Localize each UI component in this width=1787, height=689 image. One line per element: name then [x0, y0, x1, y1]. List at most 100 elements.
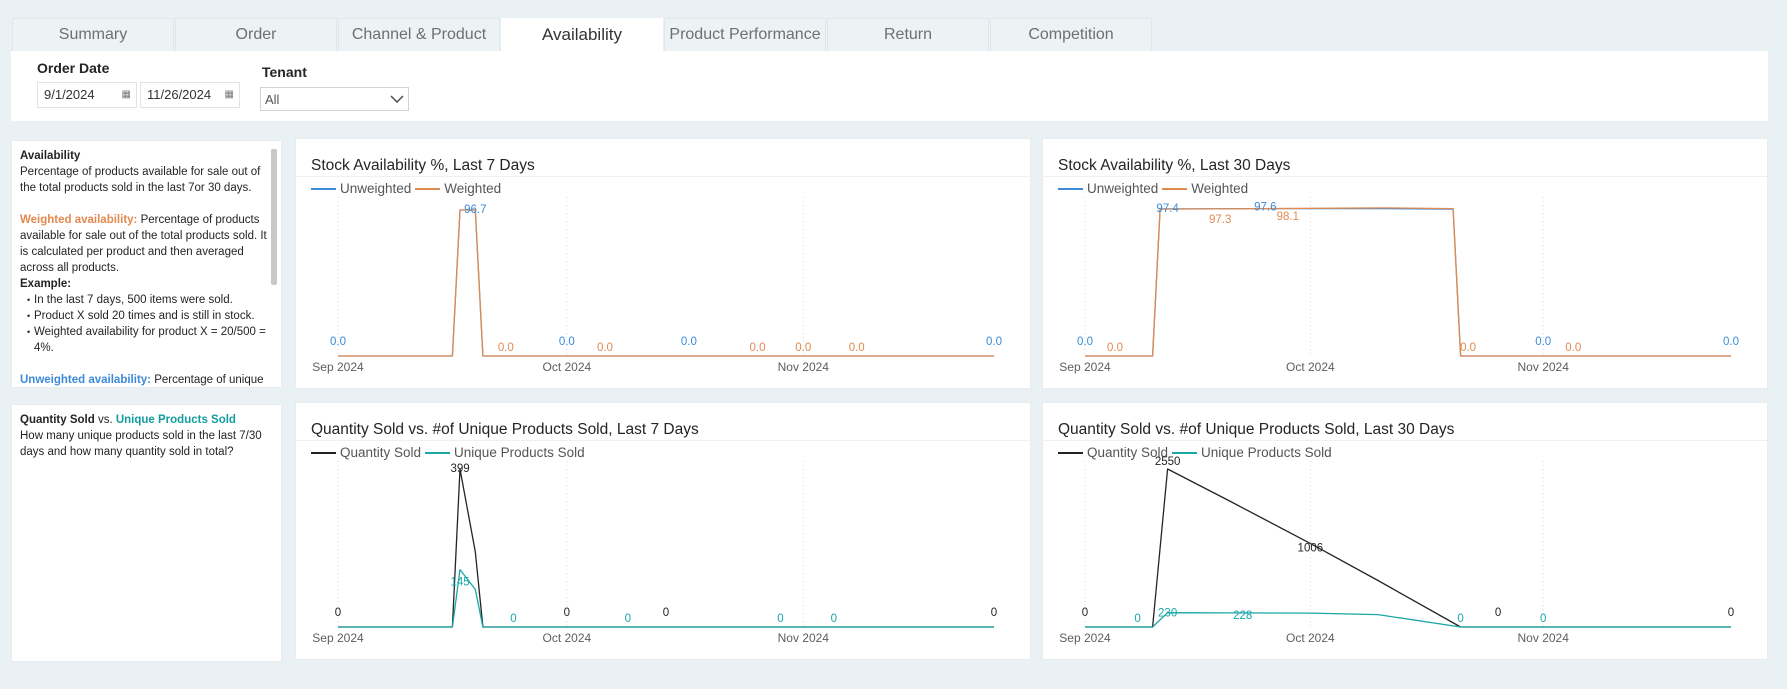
- legend-swatch: [1058, 187, 1083, 190]
- vs-text: vs.: [94, 414, 116, 426]
- data-label: 0.0: [1723, 336, 1739, 348]
- data-label: 0.0: [559, 336, 575, 348]
- data-label: 2550: [1155, 456, 1181, 468]
- weighted-desc-label: Weighted availability:: [20, 214, 138, 226]
- data-label: 399: [450, 463, 469, 475]
- availability-description-card: Availability Percentage of products avai…: [11, 140, 282, 388]
- example-label: Example:: [20, 278, 72, 290]
- chart-title: Quantity Sold vs. #of Unique Products So…: [311, 421, 699, 438]
- data-label: 0: [1728, 607, 1734, 619]
- chart-legend: Unweighted Weighted: [1058, 181, 1252, 196]
- page-tabs: Summary Order Channel & Product Availabi…: [12, 18, 1153, 51]
- tab-availability[interactable]: Availability: [501, 18, 663, 51]
- divider: [296, 176, 1030, 177]
- weighted-desc: Weighted availability: Percentage of pro…: [20, 212, 270, 276]
- chart-title: Quantity Sold vs. #of Unique Products So…: [1058, 421, 1455, 438]
- legend-item-weighted[interactable]: Weighted: [1162, 181, 1248, 196]
- legend-label: Quantity Sold: [1087, 445, 1169, 460]
- legend-label: Weighted: [444, 181, 502, 196]
- legend-item-unweighted[interactable]: Unweighted: [1058, 181, 1158, 196]
- tab-product-performance[interactable]: Product Performance: [664, 18, 826, 51]
- x-tick-label: Nov 2024: [1518, 360, 1570, 374]
- x-tick-label: Oct 2024: [1286, 360, 1335, 374]
- data-label: 0.0: [849, 342, 865, 354]
- unweighted-desc-text: Percentage of unique: [151, 374, 264, 386]
- filter-bar: Order Date 9/1/2024 ▦ 11/26/2024 ▦ Tenan…: [11, 51, 1768, 121]
- divider: [1043, 440, 1767, 441]
- legend-item-quantity-sold[interactable]: Quantity Sold: [1058, 445, 1168, 460]
- x-tick-label: Sep 2024: [312, 631, 364, 645]
- legend-item-unique-products[interactable]: Unique Products Sold: [1172, 445, 1332, 460]
- data-label: 97.6: [1254, 202, 1276, 214]
- legend-item-quantity-sold[interactable]: Quantity Sold: [311, 445, 421, 460]
- quantity-sold-label: Quantity Sold: [20, 414, 95, 426]
- chart-legend: Unweighted Weighted: [311, 181, 505, 196]
- data-label: 0: [663, 607, 669, 619]
- chart-title: Stock Availability %, Last 7 Days: [311, 157, 535, 174]
- data-label: 0: [1134, 613, 1140, 625]
- data-label: 98.1: [1277, 211, 1299, 223]
- calendar-icon[interactable]: ▦: [224, 89, 234, 100]
- x-tick-label: Nov 2024: [778, 360, 830, 374]
- x-tick-label: Sep 2024: [312, 360, 364, 374]
- chevron-down-icon: [390, 95, 404, 103]
- chart-title: Stock Availability %, Last 30 Days: [1058, 157, 1291, 174]
- chart-legend: Quantity Sold Unique Products Sold: [311, 445, 589, 460]
- data-label: 0.0: [750, 342, 766, 354]
- x-tick-label: Nov 2024: [1518, 631, 1570, 645]
- x-tick-label: Sep 2024: [1059, 631, 1111, 645]
- x-tick-label: Oct 2024: [542, 360, 591, 374]
- data-label: 0.0: [1535, 336, 1551, 348]
- tab-competition[interactable]: Competition: [990, 18, 1152, 51]
- start-date-input[interactable]: 9/1/2024 ▦: [37, 82, 137, 108]
- legend-label: Unique Products Sold: [1201, 445, 1332, 460]
- x-tick-label: Oct 2024: [542, 631, 591, 645]
- availability-desc-intro: Percentage of products available for sal…: [20, 166, 261, 194]
- legend-item-unweighted[interactable]: Unweighted: [311, 181, 411, 196]
- legend-swatch: [1172, 451, 1198, 454]
- legend-item-unique-products[interactable]: Unique Products Sold: [425, 445, 585, 460]
- legend-label: Unweighted: [1087, 181, 1159, 196]
- x-tick-label: Oct 2024: [1286, 631, 1335, 645]
- legend-label: Weighted: [1191, 181, 1249, 196]
- tab-order[interactable]: Order: [175, 18, 337, 51]
- legend-swatch: [1162, 187, 1188, 190]
- data-label: 1006: [1298, 543, 1324, 555]
- data-label: 0: [510, 613, 516, 625]
- quantity-sold-30d-card: Quantity Sold vs. #of Unique Products So…: [1042, 402, 1768, 660]
- tenant-select[interactable]: All: [260, 87, 409, 111]
- calendar-icon[interactable]: ▦: [121, 89, 131, 100]
- data-label: 0: [1495, 607, 1501, 619]
- example-item: Product X sold 20 times and is still in …: [27, 308, 270, 324]
- series-line: [1085, 468, 1731, 628]
- data-label: 0: [1540, 613, 1546, 625]
- data-label: 0.0: [330, 336, 346, 348]
- data-label: 0.0: [597, 342, 613, 354]
- start-date-value: 9/1/2024: [44, 87, 95, 102]
- data-label: 230: [1158, 608, 1177, 620]
- end-date-input[interactable]: 11/26/2024 ▦: [140, 82, 240, 108]
- series-line: [338, 209, 994, 357]
- data-label: 0.0: [795, 342, 811, 354]
- data-label: 228: [1233, 610, 1252, 622]
- unweighted-desc-label: Unweighted availability:: [20, 374, 151, 386]
- description-scrollbar[interactable]: [271, 149, 277, 285]
- tab-summary[interactable]: Summary: [12, 18, 174, 51]
- divider: [296, 440, 1030, 441]
- data-label: 145: [450, 577, 469, 589]
- data-label: 97.3: [1209, 214, 1231, 226]
- unique-products-label: Unique Products Sold: [115, 414, 236, 426]
- legend-swatch: [1058, 451, 1083, 454]
- data-label: 0.0: [1077, 336, 1093, 348]
- data-label: 0.0: [681, 336, 697, 348]
- divider: [1043, 176, 1767, 177]
- legend-item-weighted[interactable]: Weighted: [415, 181, 501, 196]
- line-chart: Sep 2024 Oct 2024 Nov 2024 0 2550 1006 0 230 228…: [1059, 456, 1734, 645]
- data-label: 0.0: [1565, 342, 1581, 354]
- data-label: 0: [1457, 613, 1463, 625]
- legend-label: Unique Products Sold: [454, 445, 585, 460]
- tab-channel-product[interactable]: Channel & Product: [338, 18, 500, 51]
- tab-return[interactable]: Return: [827, 18, 989, 51]
- data-label: 0: [831, 613, 837, 625]
